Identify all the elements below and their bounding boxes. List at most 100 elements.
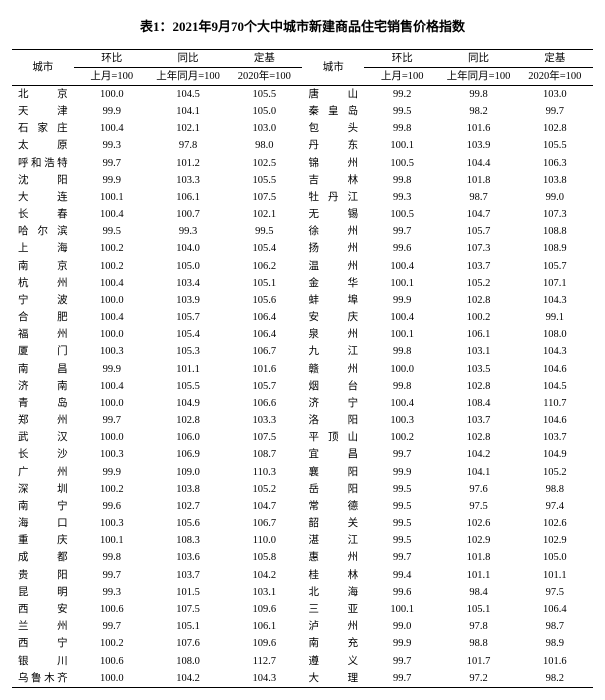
value-cell: 106.1 [226, 619, 302, 636]
hdr-base-left: 定基 [226, 50, 302, 68]
city-cell: 北 京 [12, 86, 74, 104]
city-cell: 成 都 [12, 550, 74, 567]
city-cell: 岳 阳 [302, 481, 364, 498]
value-cell: 99.7 [364, 550, 440, 567]
value-cell: 97.6 [440, 481, 516, 498]
value-cell: 100.2 [74, 636, 150, 653]
value-cell: 100.1 [364, 327, 440, 344]
value-cell: 100.7 [150, 207, 226, 224]
value-cell: 103.7 [150, 567, 226, 584]
value-cell: 101.8 [440, 550, 516, 567]
city-cell: 呼和浩特 [12, 155, 74, 172]
city-cell: 九 江 [302, 344, 364, 361]
city-cell: 大 连 [12, 189, 74, 206]
hdr-mom-left: 环比 [74, 50, 150, 68]
value-cell: 109.0 [150, 464, 226, 481]
value-cell: 99.0 [517, 189, 593, 206]
value-cell: 101.1 [517, 567, 593, 584]
city-cell: 三 亚 [302, 602, 364, 619]
value-cell: 97.8 [150, 138, 226, 155]
city-cell: 昆 明 [12, 584, 74, 601]
value-cell: 104.2 [150, 670, 226, 688]
value-cell: 106.7 [226, 516, 302, 533]
value-cell: 100.4 [364, 310, 440, 327]
city-cell: 长 沙 [12, 447, 74, 464]
value-cell: 100.4 [74, 310, 150, 327]
value-cell: 110.7 [517, 395, 593, 412]
value-cell: 100.2 [440, 310, 516, 327]
value-cell: 100.0 [74, 292, 150, 309]
hdr-yoy-sub-right: 上年同月=100 [440, 68, 516, 86]
value-cell: 102.8 [440, 378, 516, 395]
value-cell: 98.8 [517, 481, 593, 498]
value-cell: 99.1 [517, 310, 593, 327]
value-cell: 103.8 [150, 481, 226, 498]
value-cell: 99.3 [364, 189, 440, 206]
value-cell: 105.5 [226, 172, 302, 189]
value-cell: 107.5 [226, 430, 302, 447]
city-cell: 南 充 [302, 636, 364, 653]
hdr-base-sub-left: 2020年=100 [226, 68, 302, 86]
value-cell: 100.5 [364, 155, 440, 172]
value-cell: 99.9 [364, 636, 440, 653]
city-cell: 桂 林 [302, 567, 364, 584]
city-cell: 洛 阳 [302, 413, 364, 430]
value-cell: 99.8 [364, 344, 440, 361]
value-cell: 101.5 [150, 584, 226, 601]
city-cell: 烟 台 [302, 378, 364, 395]
value-cell: 104.7 [440, 207, 516, 224]
city-cell: 西 宁 [12, 636, 74, 653]
value-cell: 103.3 [226, 413, 302, 430]
value-cell: 102.1 [226, 207, 302, 224]
city-cell: 北 海 [302, 584, 364, 601]
value-cell: 105.0 [226, 104, 302, 121]
value-cell: 106.3 [517, 155, 593, 172]
value-cell: 100.0 [74, 430, 150, 447]
value-cell: 99.8 [364, 172, 440, 189]
value-cell: 99.5 [364, 481, 440, 498]
city-cell: 安 庆 [302, 310, 364, 327]
city-cell: 南 昌 [12, 361, 74, 378]
value-cell: 98.2 [440, 104, 516, 121]
city-cell: 合 肥 [12, 310, 74, 327]
city-cell: 哈 尔 滨 [12, 224, 74, 241]
value-cell: 99.4 [364, 567, 440, 584]
city-cell: 金 华 [302, 275, 364, 292]
value-cell: 99.7 [74, 619, 150, 636]
value-cell: 99.3 [74, 584, 150, 601]
value-cell: 105.5 [517, 138, 593, 155]
value-cell: 103.5 [440, 361, 516, 378]
value-cell: 100.0 [364, 361, 440, 378]
value-cell: 99.8 [364, 378, 440, 395]
value-cell: 100.3 [74, 516, 150, 533]
value-cell: 99.9 [74, 464, 150, 481]
value-cell: 108.9 [517, 241, 593, 258]
value-cell: 109.6 [226, 636, 302, 653]
hdr-city-right: 城市 [302, 50, 364, 86]
value-cell: 104.1 [440, 464, 516, 481]
city-cell: 大 理 [302, 670, 364, 688]
value-cell: 101.1 [440, 567, 516, 584]
city-cell: 秦 皇 岛 [302, 104, 364, 121]
value-cell: 104.6 [517, 413, 593, 430]
value-cell: 100.3 [74, 344, 150, 361]
city-cell: 武 汉 [12, 430, 74, 447]
city-cell: 海 口 [12, 516, 74, 533]
value-cell: 108.3 [150, 533, 226, 550]
value-cell: 99.9 [74, 172, 150, 189]
value-cell: 104.2 [440, 447, 516, 464]
value-cell: 99.8 [364, 121, 440, 138]
value-cell: 103.8 [517, 172, 593, 189]
value-cell: 105.4 [226, 241, 302, 258]
value-cell: 102.8 [440, 292, 516, 309]
city-cell: 湛 江 [302, 533, 364, 550]
city-cell: 贵 阳 [12, 567, 74, 584]
value-cell: 99.3 [74, 138, 150, 155]
value-cell: 104.3 [226, 670, 302, 688]
city-cell: 重 庆 [12, 533, 74, 550]
value-cell: 99.7 [74, 567, 150, 584]
city-cell: 包 头 [302, 121, 364, 138]
city-cell: 牡 丹 江 [302, 189, 364, 206]
city-cell: 福 州 [12, 327, 74, 344]
value-cell: 102.9 [517, 533, 593, 550]
